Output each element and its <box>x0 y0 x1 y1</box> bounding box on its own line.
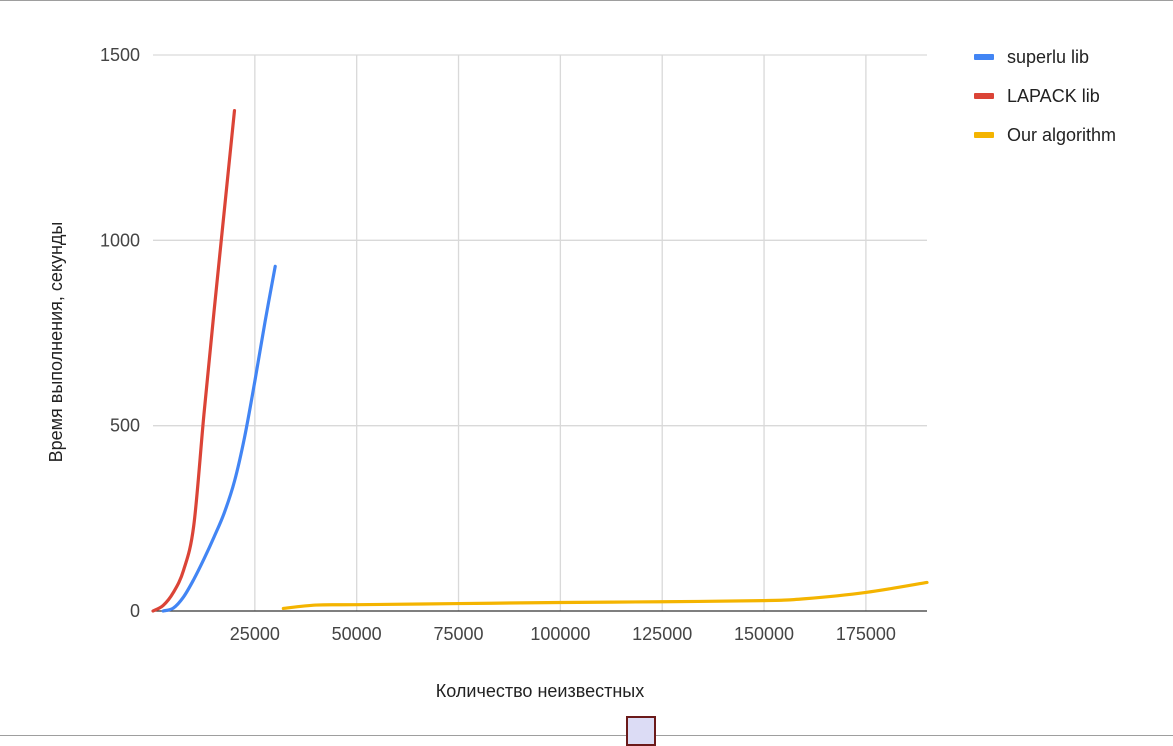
series-line-1 <box>153 111 234 611</box>
x-tick-label: 100000 <box>530 624 590 644</box>
x-axis-title: Количество неизвестных <box>436 681 644 701</box>
x-tick-label: 150000 <box>734 624 794 644</box>
legend-swatch <box>974 93 994 99</box>
y-axis-title: Время выполнения, секунды <box>46 222 66 463</box>
series-lines <box>153 111 927 611</box>
series-line-0 <box>163 266 275 611</box>
legend-label: superlu lib <box>1007 47 1089 67</box>
y-tick-label: 1500 <box>100 45 140 65</box>
legend-swatch <box>974 132 994 138</box>
y-tick-label: 0 <box>130 601 140 621</box>
tick-labels: 0 500 1000 1500 25000 50000 75000 100000 125000 1… <box>100 45 896 644</box>
legend: superlu lib LAPACK lib Our algorithm <box>974 47 1116 145</box>
y-tick-label: 500 <box>110 416 140 436</box>
legend-label: Our algorithm <box>1007 125 1116 145</box>
x-tick-label: 175000 <box>836 624 896 644</box>
selection-handle[interactable] <box>626 716 656 746</box>
x-tick-label: 125000 <box>632 624 692 644</box>
gridlines <box>153 55 927 611</box>
legend-swatch <box>974 54 994 60</box>
y-tick-label: 1000 <box>100 230 140 250</box>
x-tick-label: 50000 <box>332 624 382 644</box>
legend-label: LAPACK lib <box>1007 86 1100 106</box>
x-tick-label: 25000 <box>230 624 280 644</box>
series-line-2 <box>283 582 927 608</box>
x-tick-label: 75000 <box>433 624 483 644</box>
